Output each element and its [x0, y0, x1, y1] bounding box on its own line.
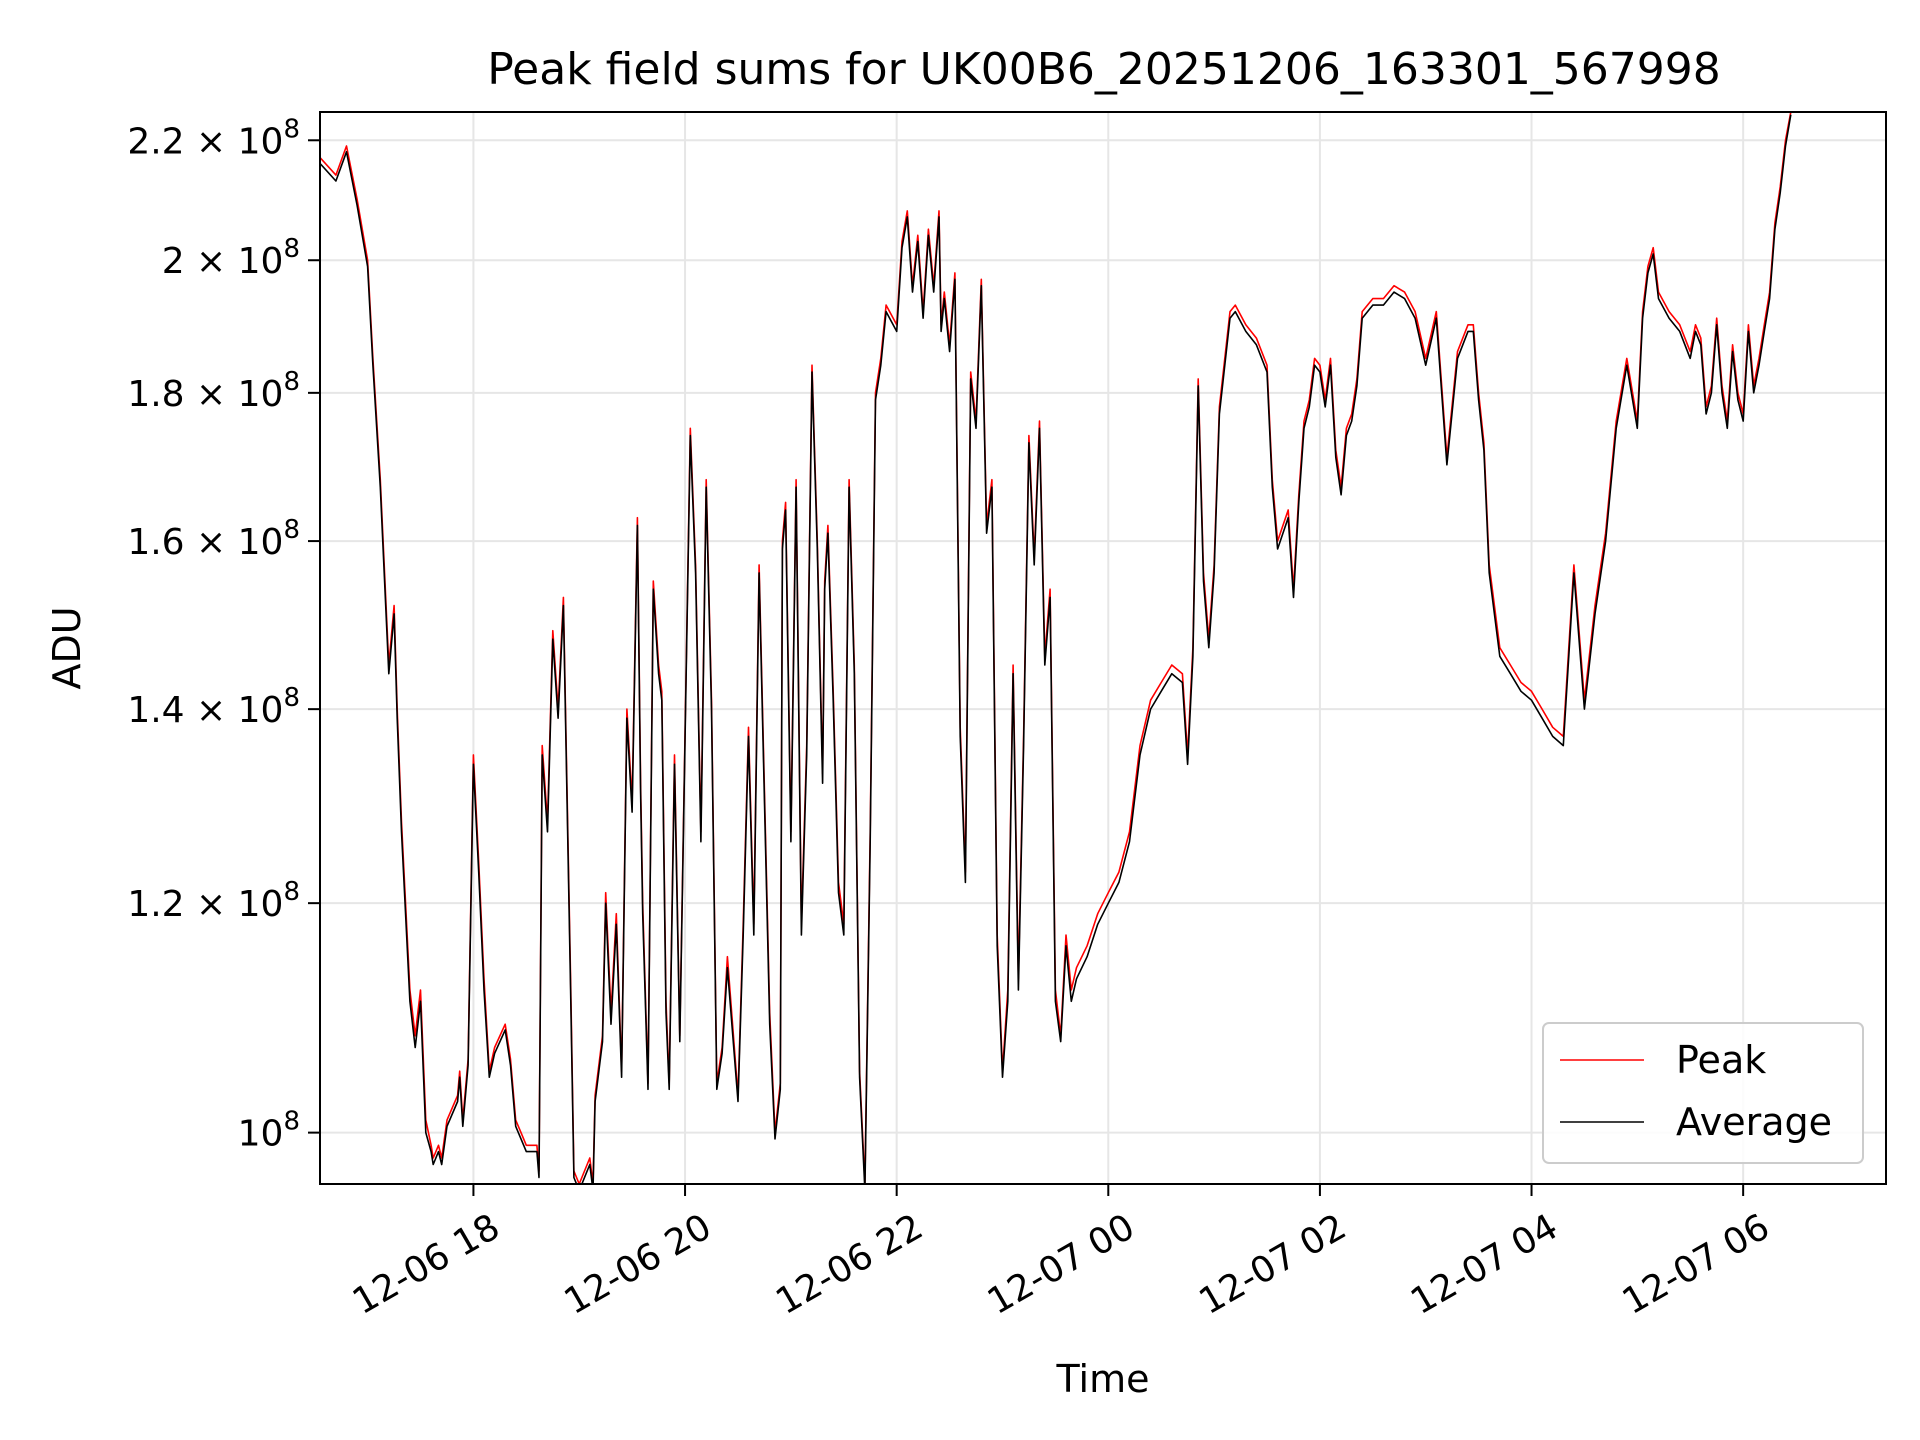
legend-average-label: Average — [1676, 1100, 1832, 1144]
series-average-line — [320, 114, 1792, 1184]
y-tick-mantissa: 10 — [238, 1114, 284, 1155]
y-tick-mantissa: 1.4 × 10 — [127, 690, 283, 731]
legend-box — [1542, 1022, 1864, 1164]
grid — [320, 112, 1886, 1184]
plot-frame — [319, 111, 1887, 1185]
y-tick-mantissa: 1.2 × 10 — [127, 884, 283, 925]
y-tick-label: 1.6 × 108 — [127, 515, 300, 563]
y-tick-label: 1.4 × 108 — [127, 683, 300, 731]
x-axis-label: Time — [1056, 1357, 1150, 1401]
y-tick-exponent: 8 — [283, 877, 300, 907]
y-tick-exponent: 8 — [283, 1107, 300, 1137]
legend-peak-label: Peak — [1676, 1038, 1766, 1082]
y-tick-exponent: 8 — [283, 683, 300, 713]
y-tick-mantissa: 2.2 × 10 — [127, 121, 283, 162]
y-tick-exponent: 8 — [283, 367, 300, 397]
y-tick-label: 1.2 × 108 — [127, 877, 300, 925]
y-tick-exponent: 8 — [283, 234, 300, 264]
y-axis-label: ADU — [45, 606, 89, 689]
y-tick-mantissa: 1.6 × 10 — [127, 522, 283, 563]
chart-title: Peak field sums for UK00B6_20251206_1633… — [487, 44, 1721, 95]
y-tick-exponent: 8 — [283, 515, 300, 545]
y-tick-label: 2 × 108 — [162, 234, 300, 282]
y-tick-label: 108 — [238, 1107, 300, 1155]
series-layer — [320, 112, 1792, 1184]
y-tick-mantissa: 1.8 × 10 — [127, 374, 283, 415]
y-tick-label: 1.8 × 108 — [127, 367, 300, 415]
y-tick-label: 2.2 × 108 — [127, 114, 300, 162]
legend: Peak Average — [1542, 1022, 1864, 1164]
y-tick-exponent: 8 — [283, 114, 300, 144]
y-tick-mantissa: 2 × 10 — [162, 241, 284, 282]
